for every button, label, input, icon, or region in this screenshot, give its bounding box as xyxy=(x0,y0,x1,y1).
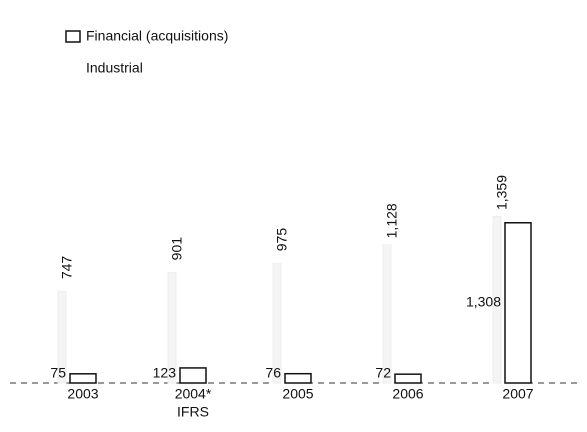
bar xyxy=(179,367,207,384)
bar xyxy=(504,222,532,384)
value-label: 747 xyxy=(59,256,75,280)
legend-label: Industrial xyxy=(86,60,143,76)
bar xyxy=(167,272,177,384)
value-label: 76 xyxy=(265,365,281,381)
bar xyxy=(394,373,422,384)
value-label: 72 xyxy=(375,365,391,381)
bar xyxy=(382,244,392,384)
value-label: 1,128 xyxy=(384,203,400,238)
x-tick-label: 2007 xyxy=(502,386,533,402)
value-label: 975 xyxy=(274,228,290,252)
legend-label: Financial (acquisitions) xyxy=(86,28,228,44)
x-tick-label: 2004* xyxy=(175,386,212,402)
x-tick-label: 2006 xyxy=(392,386,423,402)
bar xyxy=(57,290,67,384)
bar xyxy=(284,372,312,384)
legend: Financial (acquisitions) Industrial xyxy=(65,28,228,76)
value-label: 901 xyxy=(169,237,185,261)
annotation: IFRS xyxy=(177,404,209,420)
x-tick-label: 2005 xyxy=(282,386,313,402)
bar xyxy=(492,216,502,384)
value-label: 1,359 xyxy=(494,175,510,210)
value-label: 75 xyxy=(50,365,66,381)
bar xyxy=(69,373,97,384)
value-label: 123 xyxy=(153,365,177,381)
x-tick-label: 2003 xyxy=(67,386,98,402)
value-label: 1,308 xyxy=(466,294,501,310)
legend-swatch xyxy=(65,30,81,43)
bar xyxy=(272,263,282,384)
